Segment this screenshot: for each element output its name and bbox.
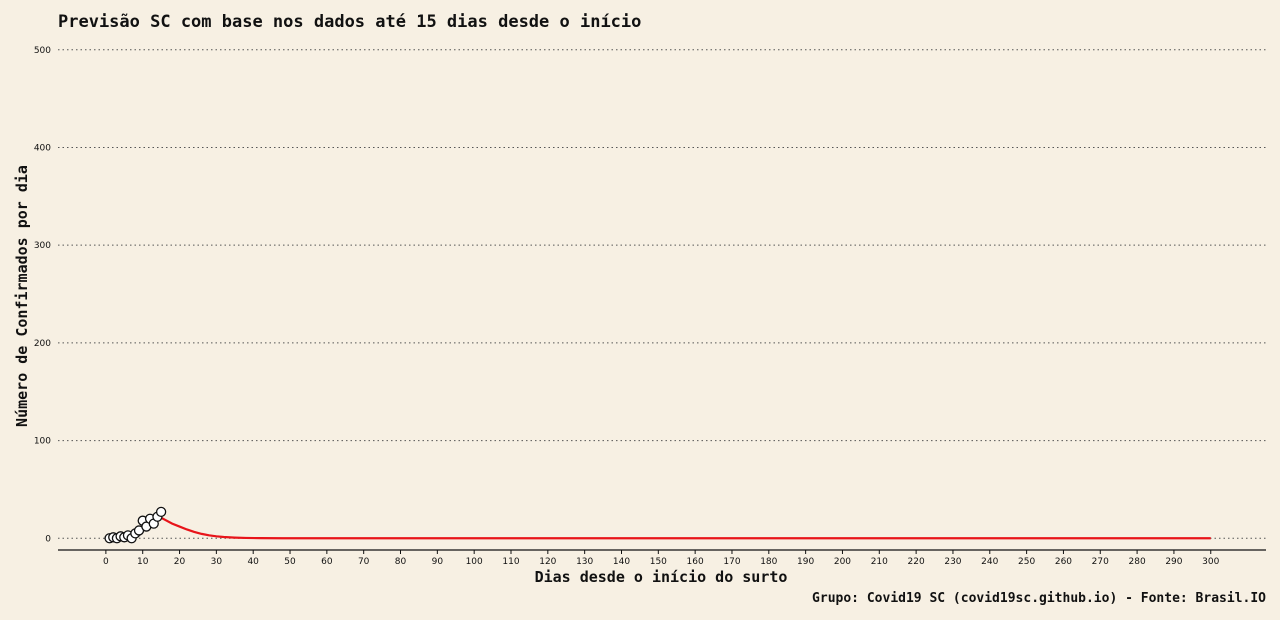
x-tick-label: 0 [103,557,109,567]
x-tick-label: 130 [576,557,593,567]
x-tick-label: 280 [1129,557,1146,567]
x-tick-label: 40 [247,557,259,567]
x-tick-label: 300 [1202,557,1219,567]
x-axis-label: Dias desde o início do surto [535,568,788,586]
x-tick-label: 160 [687,557,704,567]
x-tick-label: 250 [1018,557,1035,567]
data-point [155,506,167,518]
x-tick-label: 30 [211,557,223,567]
observed-points [104,506,167,544]
x-tick-label: 60 [321,557,333,567]
x-tick-label: 20 [174,557,186,567]
y-tick-label: 500 [34,46,51,56]
y-tick-labels: 0 100 200 300 400 500 [34,46,51,545]
y-tick-label: 0 [45,534,51,544]
x-tick-label: 220 [908,557,925,567]
x-tick-label: 140 [613,557,630,567]
x-tick-label: 240 [981,557,998,567]
x-tick-label: 170 [723,557,740,567]
x-tick-label: 190 [797,557,814,567]
y-tick-label: 200 [34,339,51,349]
y-tick-label: 300 [34,241,51,251]
x-tick-label: 120 [539,557,556,567]
x-tick-label: 260 [1055,557,1072,567]
x-tick-label: 10 [137,557,149,567]
x-tick-label: 230 [944,557,961,567]
x-tick-label: 70 [358,557,370,567]
x-tick-label: 110 [502,557,519,567]
x-tick-label: 100 [466,557,483,567]
x-tick-label: 80 [395,557,407,567]
chart-title: Previsão SC com base nos dados até 15 di… [58,12,641,32]
grid-lines [58,49,1266,539]
y-axis-label: Número de Confirmados por dia [13,165,31,427]
x-tick-label: 270 [1092,557,1109,567]
x-tick-label: 210 [871,557,888,567]
x-tick-label: 90 [432,557,444,567]
x-tick-label: 290 [1165,557,1182,567]
y-tick-label: 400 [34,143,51,153]
x-tick-labels: 0 10 20 30 40 50 60 70 80 90 100 110 120 130 140 150 160… [103,550,1220,567]
x-tick-label: 180 [760,557,777,567]
x-tick-label: 50 [284,557,296,567]
x-tick-label: 150 [650,557,667,567]
x-tick-label: 200 [834,557,851,567]
y-tick-label: 100 [34,437,51,447]
caption: Grupo: Covid19 SC (covid19sc.github.io) … [812,591,1266,606]
forecast-line [156,514,1211,540]
